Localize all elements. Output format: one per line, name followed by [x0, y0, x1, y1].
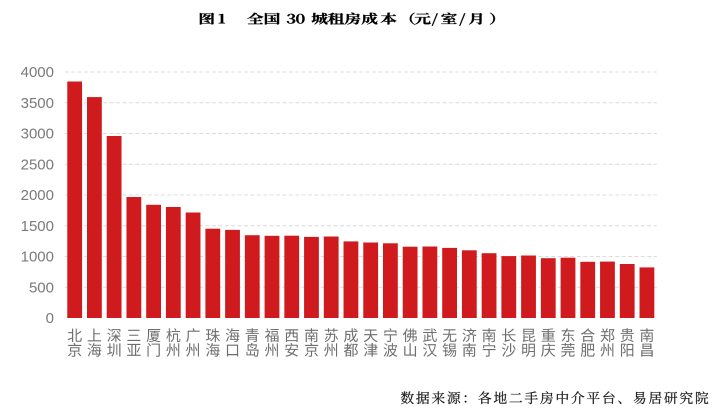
svg-text:1000: 1000: [21, 249, 54, 266]
svg-text:500: 500: [29, 279, 54, 296]
svg-text:3000: 3000: [21, 126, 54, 143]
svg-text:0: 0: [46, 310, 54, 327]
svg-text:2000: 2000: [21, 187, 54, 204]
svg-text:1500: 1500: [21, 218, 54, 235]
svg-text:3500: 3500: [21, 95, 54, 112]
svg-text:4000: 4000: [21, 64, 54, 81]
svg-text:2500: 2500: [21, 156, 54, 173]
